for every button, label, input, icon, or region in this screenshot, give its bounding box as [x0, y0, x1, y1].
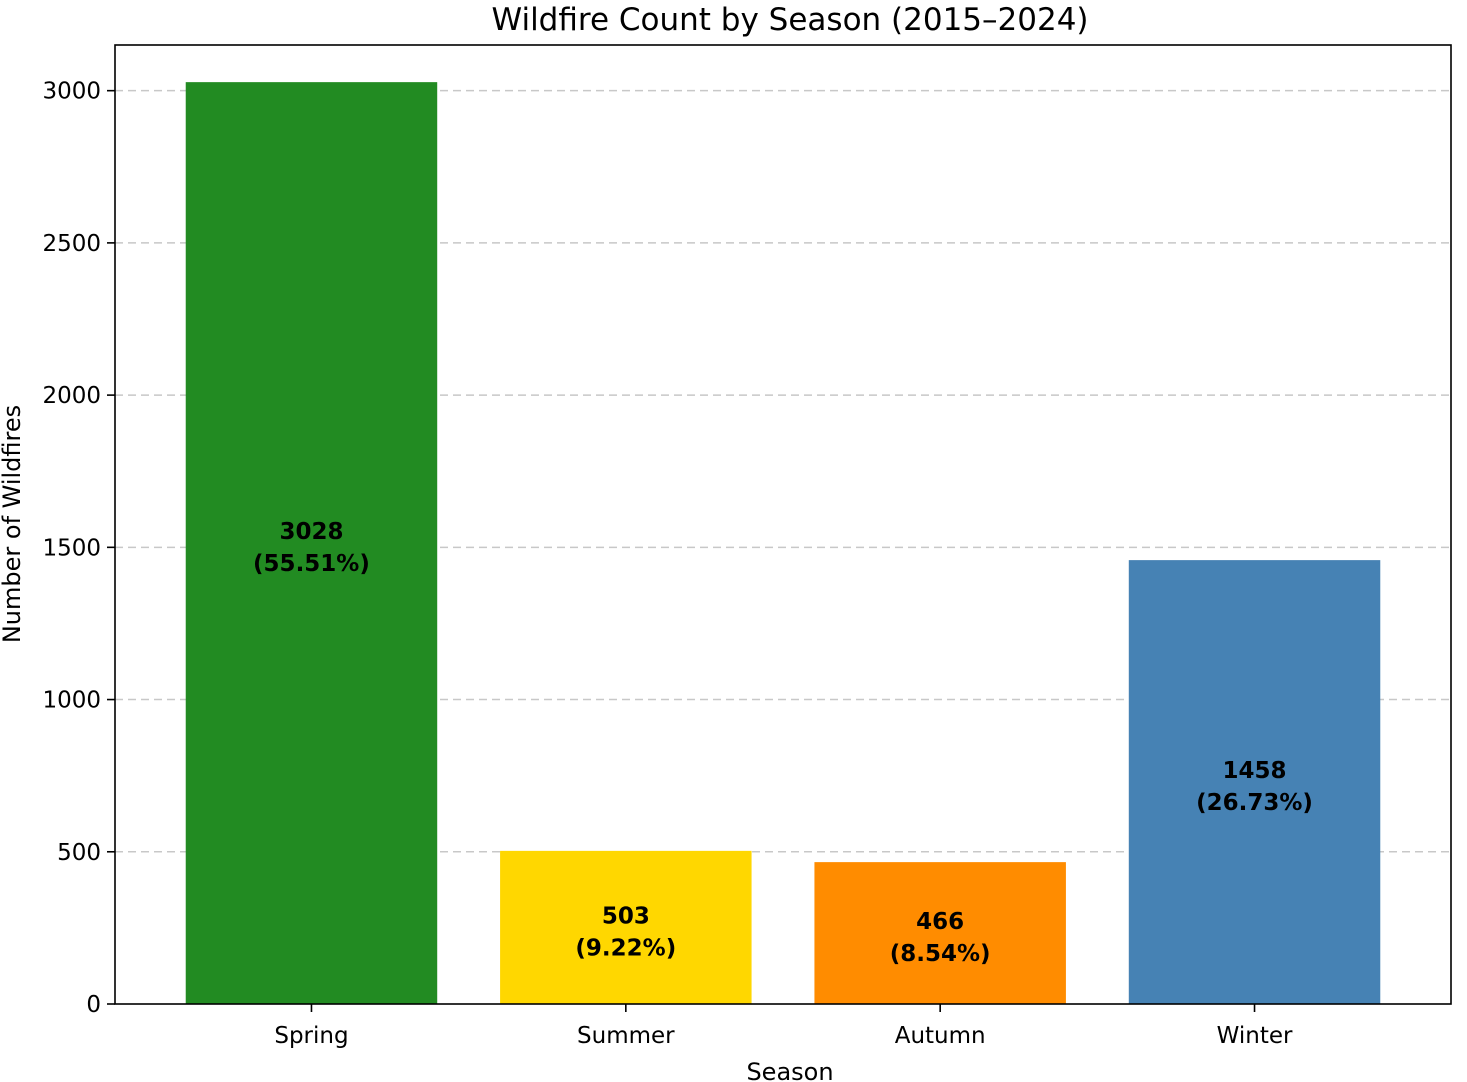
- bar-percent-label: (55.51%): [253, 551, 370, 577]
- bar-summer: [500, 850, 752, 1004]
- x-tick-label: Winter: [1217, 1023, 1293, 1049]
- x-tick-label: Summer: [577, 1023, 675, 1049]
- bars: [185, 82, 1381, 1005]
- bar-winter: [1128, 560, 1381, 1004]
- x-tick-label: Autumn: [895, 1023, 986, 1049]
- bar-value-label: 503: [602, 903, 650, 929]
- y-tick-label: 2000: [42, 383, 101, 409]
- y-tick-label: 500: [57, 840, 101, 866]
- y-tick-label: 2500: [42, 231, 101, 257]
- bar-spring: [185, 82, 438, 1005]
- bar-autumn: [814, 862, 1066, 1004]
- y-tick-label: 1500: [42, 535, 101, 561]
- y-tick-label: 0: [86, 992, 101, 1018]
- y-axis-ticks: 0 500 1000 1500 2000 2500 3000: [42, 79, 115, 1018]
- bar-percent-label: (9.22%): [575, 935, 676, 961]
- y-tick-label: 3000: [42, 79, 101, 105]
- y-axis-label: Number of Wildfires: [0, 405, 26, 643]
- bar-labels: 3028 (55.51%) 503 (9.22%) 466 (8.54%) 1458 (26.…: [253, 519, 1313, 967]
- x-tick-label: Spring: [274, 1023, 348, 1049]
- bar-value-label: 466: [916, 909, 964, 935]
- x-axis-label: Season: [746, 1058, 833, 1082]
- bar-value-label: 1458: [1223, 758, 1287, 784]
- x-axis-ticks: Spring Summer Autumn Winter: [274, 1004, 1293, 1049]
- chart-title: Wildfire Count by Season (2015–2024): [491, 2, 1088, 38]
- plot-frame: [114, 44, 1452, 1005]
- bar-percent-label: (26.73%): [1196, 790, 1313, 816]
- bar-percent-label: (8.54%): [890, 941, 991, 967]
- bar-value-label: 3028: [279, 519, 343, 545]
- y-tick-label: 1000: [42, 688, 101, 714]
